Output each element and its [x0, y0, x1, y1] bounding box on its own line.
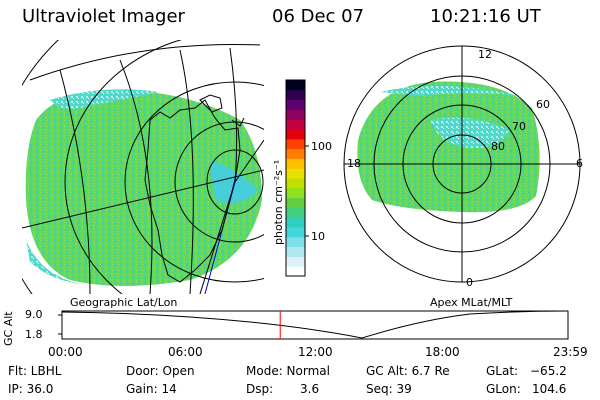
door-info: Door: Open: [126, 364, 195, 378]
gain-info: Gain: 14: [126, 382, 177, 396]
time-tick-4: 23:59: [553, 345, 588, 359]
colorbar-stripe: [286, 207, 305, 218]
colorbar-stripe: [286, 256, 305, 267]
glat-value: −65.2: [530, 364, 567, 378]
colorbar: [286, 80, 305, 277]
colorbar-stripe: [286, 236, 305, 248]
mlt-6-label: 6: [576, 157, 583, 170]
colorbar-stripe: [286, 148, 305, 159]
colorbar-stripe: [286, 266, 305, 277]
glon-label: GLon:: [486, 382, 521, 396]
date-label: 06 Dec 07: [272, 6, 365, 27]
colorbar-stripe: [286, 178, 305, 189]
seq-info: Seq: 39: [366, 382, 412, 396]
colorbar-stripe: [286, 89, 305, 101]
colorbar-stripe: [286, 187, 305, 199]
colorbar-stripe: [286, 197, 305, 208]
dsp-value: 3.6: [300, 382, 320, 396]
alt-tick-1-8: 1.8: [25, 328, 43, 341]
time-tick-1: 06:00: [168, 345, 203, 359]
colorbar-stripe: [286, 217, 305, 228]
mode-info: Mode: Normal: [246, 364, 330, 378]
colorbar-stripe: [286, 80, 305, 91]
colorbar-stripe: [286, 227, 305, 238]
mlt-12-label: 12: [478, 48, 492, 61]
ip-info: IP: 36.0: [8, 382, 54, 396]
colorbar-tick-100: 100: [311, 140, 332, 153]
time-tick-3: 18:00: [425, 345, 460, 359]
geographic-caption: Geographic Lat/Lon: [70, 296, 178, 309]
colorbar-unit-label: photon cm⁻²s⁻¹: [272, 159, 285, 245]
time-tick-0: 00:00: [48, 345, 83, 359]
mlat-80-label: 80: [491, 140, 505, 153]
glon-value: 104.6: [532, 382, 567, 396]
colorbar-stripe: [286, 158, 305, 169]
colorbar-stripe: [286, 168, 305, 179]
alt-tick-9: 9.0: [25, 308, 43, 321]
time-tick-2: 12:00: [298, 345, 333, 359]
mlat-70-label: 70: [512, 120, 526, 133]
colorbar-stripe: [286, 246, 305, 257]
colorbar-stripe: [286, 99, 305, 110]
polar-caption: Apex MLat/MLT: [430, 296, 513, 309]
gc-alt-axis-label: GC Alt: [2, 311, 15, 346]
instrument-title: Ultraviolet Imager: [22, 6, 185, 27]
time-label: 10:21:16 UT: [430, 6, 541, 27]
mlat-60-label: 60: [536, 98, 550, 111]
colorbar-stripe: [286, 119, 305, 130]
colorbar-stripe: [286, 138, 305, 150]
mlt-18-label: 18: [347, 157, 361, 170]
dsp-label: Dsp:: [246, 382, 274, 396]
colorbar-tick-10: 10: [311, 230, 325, 243]
glat-label: GLat:: [486, 364, 519, 378]
colorbar-stripe: [286, 129, 305, 140]
flt-info: Flt: LBHL: [8, 364, 62, 378]
gcalt-info: GC Alt: 6.7 Re: [366, 364, 450, 378]
colorbar-stripe: [286, 109, 305, 120]
mlt-0-label: 0: [466, 276, 473, 289]
